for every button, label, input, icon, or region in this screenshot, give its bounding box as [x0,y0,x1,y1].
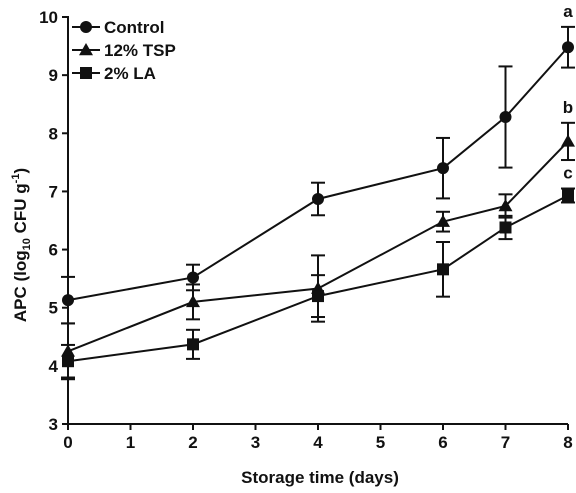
series-12-tsp: b [61,98,575,381]
y-axis-label-subscript: 10 [21,238,33,250]
legend-item: Control [72,18,164,37]
y-tick-label: 6 [49,241,58,260]
data-point [499,111,512,124]
data-point [562,189,574,202]
x-tick-label: 6 [438,433,447,452]
series-line [67,140,569,353]
data-point [562,41,574,54]
legend-label: 12% TSP [104,41,176,60]
y-axis-label: APC (log10 CFU g-1) [10,168,33,322]
y-tick-label: 9 [49,66,58,85]
data-point [62,355,74,368]
data-point [186,294,200,308]
legend-label: 2% LA [104,64,156,83]
data-point [437,162,449,175]
series-control: a [61,2,575,325]
data-point [437,263,449,276]
series-line [67,194,569,363]
x-tick-label: 2 [188,433,197,452]
x-tick-label: 5 [376,433,385,452]
x-tick-label: 0 [63,433,72,452]
y-axis-label-middle: CFU g [11,183,30,238]
y-axis-label-suffix: ) [11,168,30,174]
data-point [561,134,575,147]
y-tick-label: 8 [49,124,58,143]
legend-marker [80,67,92,79]
legend-label: Control [104,18,164,37]
y-tick-label: 4 [49,357,59,376]
y-axis-label-prefix: APC (log [11,250,30,322]
ticks: 0 1 2 3 4 5 6 7 8 3 4 5 6 7 8 9 10 [39,8,573,452]
data-point [312,192,324,205]
data-point [62,294,74,307]
y-tick-label: 3 [49,415,58,434]
data-point [187,338,199,351]
series-2-la: c [61,164,575,379]
y-tick-label: 7 [49,182,58,201]
legend-item: 2% LA [72,64,156,83]
legend-marker [79,43,93,56]
series-layer: a b c [61,2,575,381]
data-point [436,214,450,227]
x-tick-label: 3 [251,433,260,452]
x-tick-label: 4 [313,433,323,452]
legend-item: 12% TSP [72,41,176,60]
x-tick-label: 1 [126,433,135,452]
x-axis-label: Storage time (days) [241,468,399,487]
y-tick-label: 5 [49,299,58,318]
data-point [312,290,324,303]
data-point [498,198,513,212]
y-tick-label: 10 [39,8,58,27]
legend: Control 12% TSP 2% LA [72,18,176,83]
data-point [187,271,199,284]
legend-marker [80,21,92,33]
x-tick-label: 8 [563,433,572,452]
significance-label: c [563,164,572,183]
x-tick-label: 7 [501,433,510,452]
series-line [67,46,569,302]
y-axis-label-superscript: -1 [10,174,22,184]
significance-label: b [563,98,573,117]
significance-label: a [563,2,573,21]
data-point [499,221,512,234]
